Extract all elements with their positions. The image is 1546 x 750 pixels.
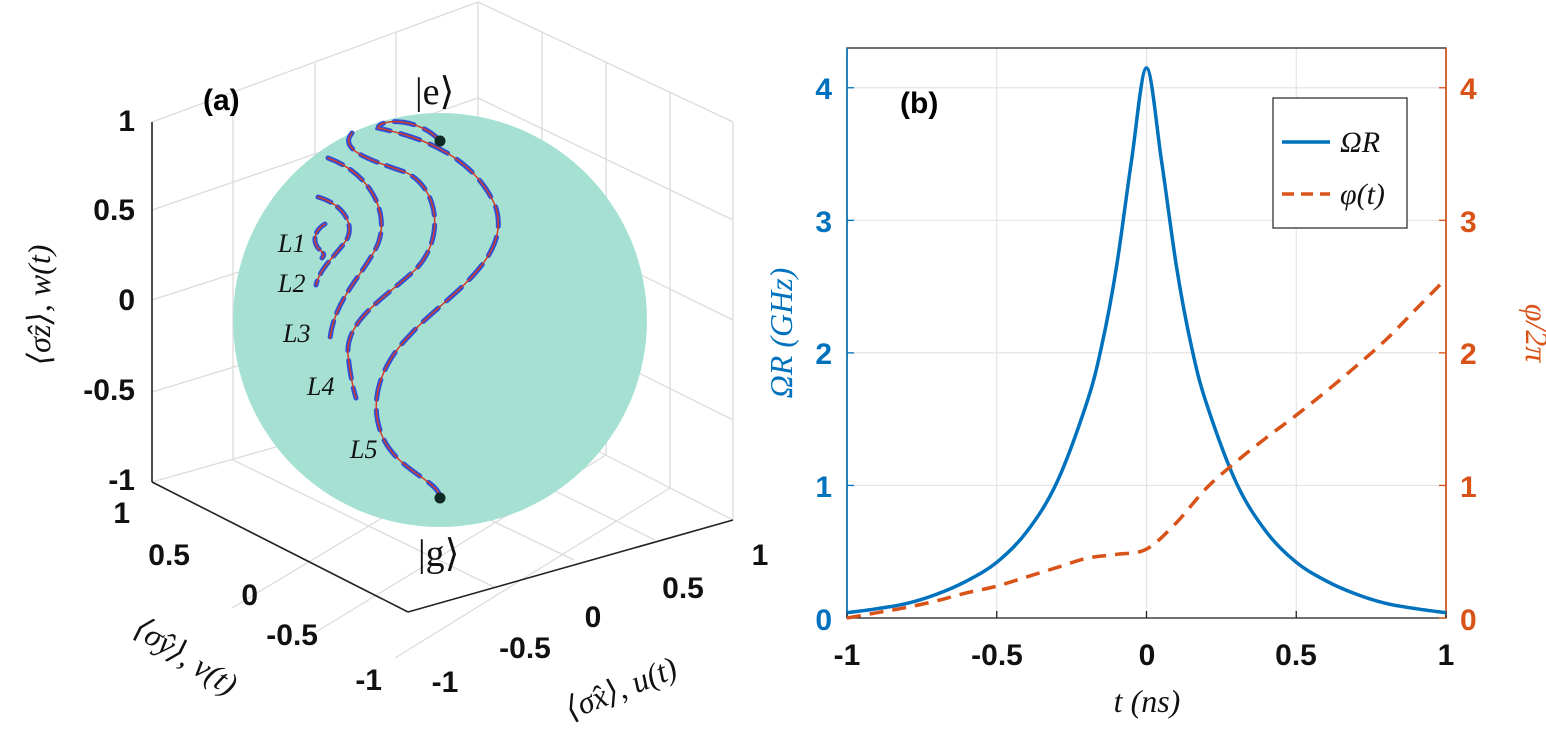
excited-state-point bbox=[434, 135, 446, 147]
z-tick: 1 bbox=[118, 105, 135, 138]
legend: ΩR φ(t) bbox=[1272, 97, 1408, 229]
y-right-tick-label: 2 bbox=[1460, 338, 1477, 371]
x-tick: 0.5 bbox=[662, 572, 704, 605]
y-left-tick-label: 2 bbox=[815, 338, 832, 371]
z-tick: -1 bbox=[108, 464, 135, 497]
y-tick: -1 bbox=[355, 664, 382, 697]
panel-a-label: (a) bbox=[203, 84, 240, 117]
legend-label-phi: φ(t) bbox=[1340, 178, 1385, 211]
x-tick: -0.5 bbox=[499, 632, 551, 665]
y-tick: -0.5 bbox=[266, 619, 318, 652]
y-left-tick-label: 1 bbox=[815, 471, 832, 504]
trajectory-l1 bbox=[312, 221, 328, 261]
series-omega-r bbox=[846, 66, 1447, 615]
y-left-axis-title: ΩR (GHz) bbox=[763, 268, 799, 399]
x-tick: 0 bbox=[585, 601, 602, 634]
legend-box bbox=[1272, 97, 1408, 229]
tick-marks bbox=[846, 87, 1447, 619]
y-tick: 1 bbox=[113, 497, 130, 530]
x-tick: 1 bbox=[752, 539, 769, 572]
point-phi bbox=[1325, 390, 1328, 393]
panel-b-label: (b) bbox=[900, 87, 938, 120]
z-tick: 0 bbox=[118, 284, 135, 317]
point-phi bbox=[1085, 557, 1088, 560]
x-tick-label: 1 bbox=[1438, 639, 1455, 672]
series-phi bbox=[846, 277, 1448, 620]
z-tick: -0.5 bbox=[83, 374, 135, 407]
x-tick-label: 0.5 bbox=[1275, 639, 1317, 672]
ground-state-point bbox=[434, 492, 446, 504]
state-g-label: |g⟩ bbox=[418, 533, 459, 575]
bloch-sphere bbox=[233, 113, 647, 527]
panel-b: -1 -0.5 0 0.5 1 0 1 2 3 4 0 1 2 3 4 t (n… bbox=[763, 47, 1546, 719]
panel-a: L1 L2 L3 L4 L5 |e⟩ |g⟩ (a) 1 0.5 0 -0.5 … bbox=[21, 1, 769, 726]
curve-label-l4: L4 bbox=[306, 372, 334, 401]
x-tick: -1 bbox=[432, 666, 459, 699]
y-tick: 0.5 bbox=[148, 539, 190, 572]
point-phi bbox=[1235, 460, 1238, 463]
y-axis-label: ⟨σ̂y⟩, v(t) bbox=[128, 609, 244, 702]
z-tick: 0.5 bbox=[93, 194, 135, 227]
legend-label-omega: ΩR bbox=[1340, 126, 1380, 159]
trajectory-l4 bbox=[345, 130, 438, 401]
y-left-tick-label: 0 bbox=[815, 604, 832, 637]
y-right-tick-label: 0 bbox=[1460, 604, 1477, 637]
y-tick: 0 bbox=[241, 579, 258, 612]
y-right-tick-label: 4 bbox=[1460, 73, 1477, 106]
x-axis-title: t (ns) bbox=[1114, 683, 1181, 719]
trajectory-l5 bbox=[373, 119, 501, 501]
state-e-label: |e⟩ bbox=[415, 71, 454, 113]
trajectories bbox=[312, 119, 501, 501]
box-axes bbox=[151, 122, 734, 613]
x-tick-label: -0.5 bbox=[971, 639, 1023, 672]
curve-label-l1: L1 bbox=[277, 229, 305, 258]
x-tick-label: -1 bbox=[834, 639, 861, 672]
y-right-tick-label: 1 bbox=[1460, 471, 1477, 504]
y-left-tick-label: 3 bbox=[815, 206, 832, 239]
x-axis-label: ⟨σ̂x⟩, u(t) bbox=[560, 649, 682, 726]
x-tick-label: 0 bbox=[1139, 639, 1156, 672]
z-axis-label: ⟨σ̂z⟩, w(t) bbox=[21, 245, 57, 366]
y-right-tick-label: 3 bbox=[1460, 206, 1477, 239]
curve-label-l2: L2 bbox=[277, 269, 305, 298]
curve-label-l5: L5 bbox=[349, 435, 377, 464]
y-right-axis-title: φ/2π bbox=[1519, 304, 1546, 364]
trajectory-l3 bbox=[325, 155, 384, 341]
grid bbox=[847, 48, 1446, 618]
curve-label-l3: L3 bbox=[282, 319, 310, 348]
y-left-tick-label: 4 bbox=[815, 73, 832, 106]
trajectory-l2 bbox=[313, 194, 352, 288]
